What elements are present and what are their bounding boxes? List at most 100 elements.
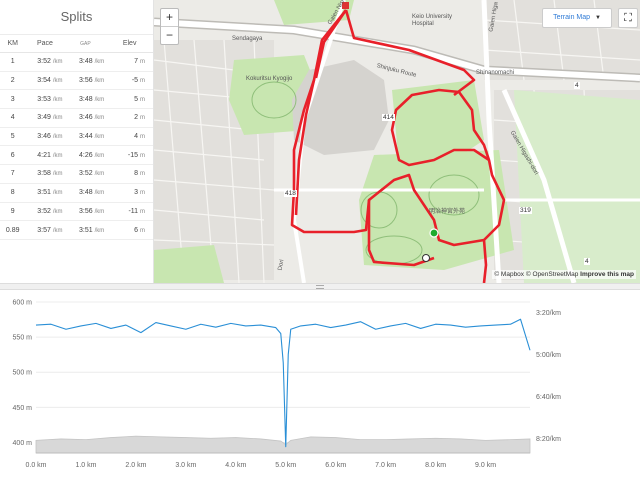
label-kokuritsu: Kokuritsu Kyogijo	[246, 76, 293, 82]
road-label-319: 319	[519, 207, 532, 214]
split-km: 1	[0, 52, 26, 72]
route-map[interactable]: Keio University Hospital Shinanomachi Sh…	[154, 0, 640, 283]
split-elev: 4 m	[106, 127, 153, 147]
split-elev: 3 m	[106, 183, 153, 203]
split-pace: 4:21 /km	[25, 145, 65, 166]
split-gap: 3:52 /km	[64, 164, 107, 184]
split-gap: 3:48 /km	[64, 89, 107, 110]
header-elev: Elev	[106, 35, 153, 53]
x-tick-label: 2.0 km	[125, 462, 146, 469]
split-km: 7	[0, 164, 26, 184]
zoom-in-button[interactable]: +	[165, 10, 173, 24]
split-km: 5	[0, 127, 26, 147]
split-gap: 3:46 /km	[64, 108, 107, 128]
x-tick-label: 5.0 km	[275, 462, 296, 469]
osm-link[interactable]: © OpenStreetMap	[525, 271, 579, 278]
pace-tick-label: 3:20/km	[536, 310, 561, 317]
label-sendagaya: Sendagaya	[232, 36, 263, 42]
resize-handle[interactable]	[0, 283, 640, 290]
splits-panel: Splits KM Pace GAP Elev 1 3:52 /km 3:48 /k…	[0, 0, 154, 283]
split-row: 2 3:54 /km 3:56 /km -5 m	[0, 71, 153, 91]
pace-line	[35, 318, 531, 448]
elevation-pace-chart[interactable]: 400 m 450 m 500 m 550 m 600 m 3:20/km 5:00/km 6…	[0, 290, 640, 482]
route-shields	[342, 2, 349, 9]
split-row: 4 3:49 /km 3:46 /km 2 m	[0, 108, 153, 128]
x-tick-label: 9.0 km	[475, 462, 496, 469]
split-km: 9	[0, 202, 26, 222]
x-tick-label: 4.0 km	[225, 462, 246, 469]
split-pace: 3:53 /km	[25, 89, 65, 110]
splits-body: 1 3:52 /km 3:48 /km 7 m 2 3:54 /km 3:56 /km -5 …	[0, 52, 153, 240]
elev-tick-label: 550 m	[13, 335, 33, 342]
split-gap: 3:56 /km	[64, 202, 107, 222]
fullscreen-button[interactable]: ⛶	[618, 8, 638, 28]
split-gap: 3:44 /km	[64, 127, 107, 147]
split-pace: 3:51 /km	[25, 183, 65, 203]
split-elev: 8 m	[106, 164, 153, 184]
split-pace: 3:52 /km	[25, 202, 65, 222]
improve-map-link[interactable]: Improve this map	[580, 271, 634, 278]
splits-header-row: KM Pace GAP Elev	[0, 35, 153, 53]
x-tick-label: 1.0 km	[75, 462, 96, 469]
label-shinanomachi: Shinanomachi	[476, 70, 515, 76]
map-attribution: © Mapbox © OpenStreetMap Improve this ma…	[492, 270, 636, 279]
zoom-out-button[interactable]: −	[161, 26, 178, 44]
caret-down-icon: ▼	[594, 15, 601, 21]
split-elev: -15 m	[106, 145, 153, 166]
split-elev: -5 m	[106, 71, 153, 91]
chart-canvas[interactable]: 400 m 450 m 500 m 550 m 600 m 3:20/km 5:00/km 6…	[0, 290, 640, 482]
header-gap: GAP	[64, 35, 107, 53]
split-pace: 3:52 /km	[25, 52, 65, 72]
pace-tick-label: 5:00/km	[536, 352, 561, 359]
x-tick-label: 7.0 km	[375, 462, 396, 469]
split-km: 3	[0, 89, 26, 110]
split-row: 8 3:51 /km 3:48 /km 3 m	[0, 183, 153, 203]
road-label-414: 414	[382, 114, 395, 121]
terrain-map-button[interactable]: Terrain Map ▼	[542, 8, 612, 28]
header-km: KM	[0, 35, 26, 53]
split-row: 5 3:46 /km 3:44 /km 4 m	[0, 127, 153, 147]
split-row: 0.89 3:57 /km 3:51 /km 6 m	[0, 220, 153, 240]
mapbox-link[interactable]: © Mapbox	[494, 271, 525, 278]
x-tick-label: 6.0 km	[325, 462, 346, 469]
road-label-4b: 4	[584, 258, 590, 265]
split-gap: 4:26 /km	[64, 145, 107, 166]
x-tick-label: 8.0 km	[425, 462, 446, 469]
route-line	[290, 9, 506, 283]
pace-tick-label: 8:20/km	[536, 436, 561, 443]
split-row: 3 3:53 /km 3:48 /km 5 m	[0, 89, 153, 110]
split-gap: 3:51 /km	[64, 220, 107, 240]
split-pace: 3:46 /km	[25, 127, 65, 147]
split-row: 6 4:21 /km 4:26 /km -15 m	[0, 145, 153, 166]
split-elev: 7 m	[106, 52, 153, 72]
map-canvas[interactable]	[154, 0, 640, 283]
terrain-map-label: Terrain Map	[553, 14, 591, 21]
pace-tick-label: 6:40/km	[536, 394, 561, 401]
fullscreen-icon: ⛶	[624, 12, 632, 24]
road-label-4: 4	[574, 82, 580, 89]
splits-title: Splits	[0, 0, 153, 35]
elevation-area	[35, 435, 531, 454]
split-elev: 5 m	[106, 89, 153, 110]
route-start-marker	[429, 228, 439, 238]
split-pace: 3:58 /km	[25, 164, 65, 184]
split-gap: 3:56 /km	[64, 71, 107, 91]
split-elev: 6 m	[106, 220, 153, 240]
elev-tick-label: 400 m	[13, 440, 33, 447]
split-row: 9 3:52 /km 3:56 /km -11 m	[0, 202, 153, 222]
grip-icon	[316, 285, 324, 289]
elev-tick-label: 450 m	[13, 405, 33, 412]
route-finish-marker	[422, 254, 430, 262]
elev-tick-label: 600 m	[13, 300, 33, 307]
header-pace: Pace	[25, 35, 65, 53]
splits-table: KM Pace GAP Elev 1 3:52 /km 3:48 /km 7 m 2 3:…	[0, 35, 153, 240]
label-keio: Keio University Hospital	[412, 14, 453, 27]
split-km: 0.89	[0, 220, 26, 240]
split-km: 2	[0, 71, 26, 91]
split-gap: 3:48 /km	[64, 183, 107, 203]
elev-tick-label: 500 m	[13, 370, 33, 377]
split-km: 4	[0, 108, 26, 128]
split-row: 1 3:52 /km 3:48 /km 7 m	[0, 52, 153, 72]
split-pace: 3:57 /km	[25, 220, 65, 240]
split-gap: 3:48 /km	[64, 52, 107, 72]
